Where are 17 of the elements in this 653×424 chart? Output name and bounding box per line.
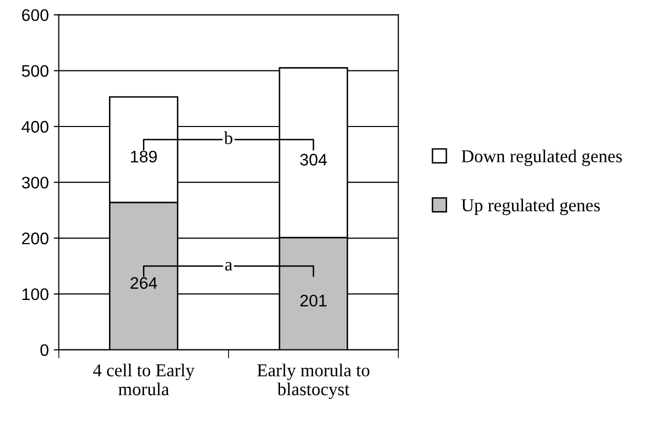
annotation: b [224, 131, 232, 144]
legend-label: Up regulated genes [461, 198, 600, 216]
x-tick-label: 4 cell to Early morula [93, 364, 194, 396]
data-label: 189 [131, 150, 157, 163]
x-tick-label: Early morula to blastocyst [257, 364, 370, 400]
y-tick-label: 600 [22, 9, 48, 22]
legend-label: Down regulated genes [462, 150, 622, 166]
y-tick-label: 400 [22, 120, 48, 133]
y-tick-label: 300 [22, 176, 48, 189]
y-tick-label: 200 [22, 232, 48, 244]
data-label: 304 [300, 154, 327, 166]
y-tick-label: 500 [22, 65, 48, 77]
data-label: 201 [300, 294, 327, 307]
annotation: a [225, 262, 232, 271]
data-label: 264 [130, 277, 158, 289]
y-tick-label: 0 [40, 344, 48, 356]
y-tick-label: 100 [22, 288, 48, 300]
